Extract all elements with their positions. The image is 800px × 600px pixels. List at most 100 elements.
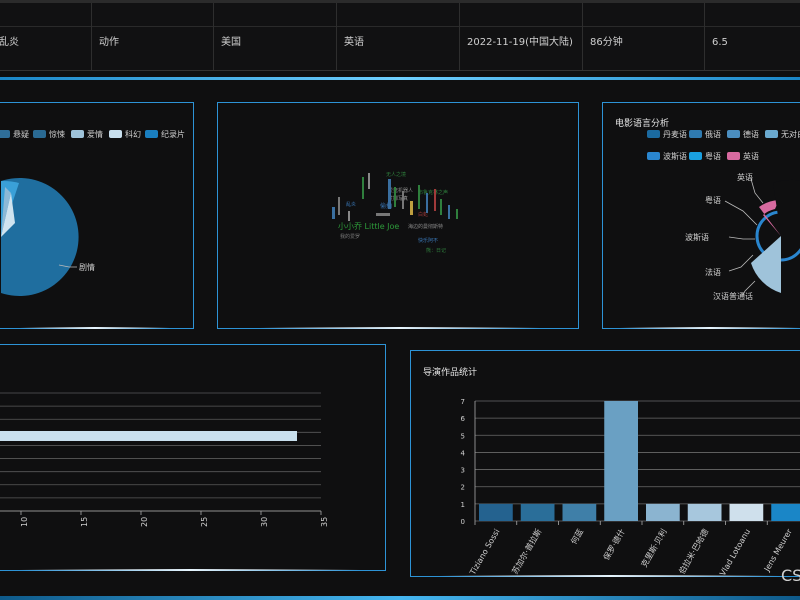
cloud-word[interactable]: 无人之境 xyxy=(386,172,407,178)
legend-item-no-dialogue[interactable]: 无对白 xyxy=(765,129,800,140)
language-rose-panel: 电影语言分析 丹麦语 俄语 德语 无对白 波斯语 粤语 英语 英语 粤语 波斯语… xyxy=(602,102,800,329)
pie-slice-drama[interactable] xyxy=(1,178,79,296)
panel-glow xyxy=(20,569,360,571)
legend-item-scifi[interactable]: 科幻 xyxy=(109,129,141,140)
director-bar-svg: 0 1 2 3 4 5 6 7 Tiziano Sossi 苏加尔·普拉斯 何蓝 保罗·德什 克里斯·贝… xyxy=(461,398,800,577)
rose-label-cantonese: 粤语 xyxy=(705,195,721,205)
cloud-word[interactable]: 熊：日记 xyxy=(426,248,447,254)
col-divider xyxy=(459,3,460,70)
x-tick-label: 15 xyxy=(80,517,89,527)
rose-label-line xyxy=(750,178,764,204)
cloud-word[interactable]: 乱炎 xyxy=(346,202,357,208)
y-tick-label: 3 xyxy=(461,467,465,475)
pie-slice-romance[interactable] xyxy=(1,187,11,237)
bar[interactable] xyxy=(0,431,297,441)
director-chart-title: 导演作品统计 xyxy=(423,368,478,378)
table-top-border xyxy=(0,0,800,3)
rose-label-line xyxy=(724,200,758,226)
genre-pie-panel: 悬疑 惊悚 爱情 科幻 纪录片 剧情 xyxy=(0,102,194,329)
table-bottom-border xyxy=(0,70,800,71)
table-header-row xyxy=(0,3,800,27)
cell-rating: 6.5 xyxy=(712,37,728,48)
bar[interactable] xyxy=(520,503,555,521)
col-divider xyxy=(213,3,214,70)
panel-glow xyxy=(20,327,170,329)
country-bar-svg: 10 15 20 25 30 35 xyxy=(0,392,329,527)
cloud-word[interactable]: 布鲁克林之声 xyxy=(418,190,449,196)
y-tick-label: 5 xyxy=(461,432,465,440)
cloud-word[interactable]: 小小乔 Little Joe xyxy=(338,222,400,231)
y-tick-label: 2 xyxy=(461,484,465,492)
bottom-glow-bar xyxy=(0,596,800,600)
bar[interactable] xyxy=(562,503,597,521)
rose-slice-mandarin[interactable] xyxy=(751,236,781,293)
legend-item-russian[interactable]: 俄语 xyxy=(689,129,721,140)
y-tick-label: 0 xyxy=(461,518,465,526)
x-tick-label: 25 xyxy=(200,517,209,527)
legend-item-suspense[interactable]: 悬疑 xyxy=(0,129,29,140)
pie-label-drama: 剧情 xyxy=(79,262,95,272)
x-tick-label: 35 xyxy=(320,517,329,527)
x-tick-label: 20 xyxy=(140,517,149,527)
rose-label-line xyxy=(728,236,755,240)
col-divider xyxy=(704,3,705,70)
pie-slice-scifi[interactable] xyxy=(1,193,15,237)
x-tick-label: Tiziano Sossi xyxy=(468,528,502,577)
col-divider xyxy=(582,3,583,70)
cloud-word[interactable]: 白蛇 xyxy=(418,212,429,218)
legend-item-cantonese[interactable]: 粤语 xyxy=(689,151,721,162)
cloud-word[interactable]: 快乐阿不 xyxy=(418,238,439,244)
bar[interactable] xyxy=(771,503,800,521)
word-cloud-filler xyxy=(332,173,458,221)
cloud-word[interactable]: 海边的曼彻斯特 xyxy=(408,224,444,230)
word-cloud-panel: 小小乔 Little Joe 偷拍 爱死机器人 艾娜写真 无人之境 海边的曼彻斯… xyxy=(217,102,579,329)
panel-glow xyxy=(440,575,780,577)
x-tick-label: 30 xyxy=(260,517,269,527)
legend-item-persian[interactable]: 波斯语 xyxy=(647,151,687,162)
cloud-word[interactable]: 爱死机器人 xyxy=(388,188,414,194)
bar[interactable] xyxy=(604,401,638,521)
x-tick-label: 何蓝 xyxy=(568,527,585,546)
movie-table: 乱炎 动作 美国 英语 2022-11-19(中国大陆) 86分钟 6.5 xyxy=(0,0,800,70)
panel-glow xyxy=(260,327,540,329)
legend-item-documentary[interactable]: 纪录片 xyxy=(145,129,185,140)
legend-item-english[interactable]: 英语 xyxy=(727,151,759,162)
x-tick-label: 苏加尔·普拉斯 xyxy=(509,527,543,576)
rose-label-english: 英语 xyxy=(737,172,753,182)
rose-slice-english[interactable] xyxy=(759,200,781,236)
language-rose-svg: 英语 粤语 波斯语 法语 汉语普通话 xyxy=(685,172,800,301)
x-tick-label: 伯拉米·巴哈德 xyxy=(676,527,710,576)
bar[interactable] xyxy=(729,503,764,521)
rose-label-persian: 波斯语 xyxy=(685,232,709,242)
y-tick-label: 7 xyxy=(461,398,465,406)
rose-slice-gap xyxy=(773,179,800,236)
legend-item-german[interactable]: 德语 xyxy=(727,129,759,140)
section-separator xyxy=(0,77,800,80)
rose-label-line xyxy=(728,254,754,272)
y-tick-label: 1 xyxy=(461,501,465,509)
y-tick-label: 6 xyxy=(461,415,466,423)
cloud-word[interactable]: 我的爱罗 xyxy=(340,234,361,240)
panel-glow xyxy=(620,327,800,329)
legend-item-romance[interactable]: 爱情 xyxy=(71,129,103,140)
cell-title: 乱炎 xyxy=(0,37,19,48)
cloud-word[interactable]: 艾娜写真 xyxy=(388,196,409,202)
rose-label-line xyxy=(742,280,756,296)
cloud-word[interactable]: 偷拍 xyxy=(380,203,393,210)
cell-duration: 86分钟 xyxy=(590,37,623,48)
cell-release-date: 2022-11-19(中国大陆) xyxy=(467,37,573,48)
bar[interactable] xyxy=(687,503,722,521)
legend-item-thriller[interactable]: 惊悚 xyxy=(33,129,65,140)
cell-language: 英语 xyxy=(344,37,364,48)
col-divider xyxy=(91,3,92,70)
bar[interactable] xyxy=(646,503,680,521)
bar[interactable] xyxy=(479,503,513,521)
y-tick-label: 4 xyxy=(461,449,466,457)
x-tick-label: Vlad Lotoanu xyxy=(718,528,752,577)
genre-pie-svg: 剧情 xyxy=(1,178,95,296)
x-tick-label: 克里斯·贝利 xyxy=(639,527,669,569)
col-divider xyxy=(336,3,337,70)
cell-genre: 动作 xyxy=(99,37,119,48)
legend-item-danish[interactable]: 丹麦语 xyxy=(647,129,687,140)
rose-label-french: 法语 xyxy=(705,267,721,277)
